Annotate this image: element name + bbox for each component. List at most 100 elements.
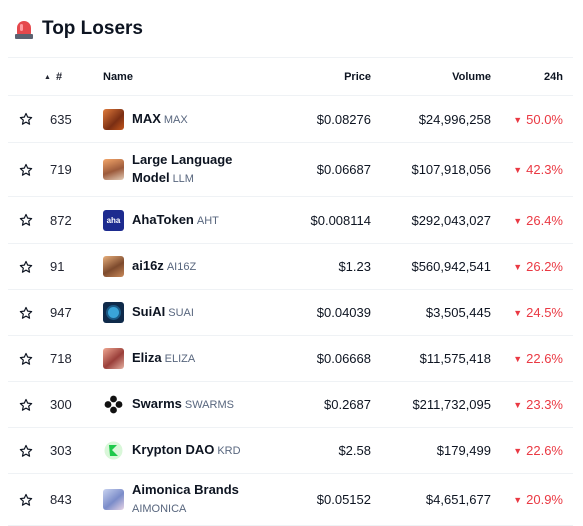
- coin-name-cell[interactable]: ai16z AI16Z: [94, 244, 267, 290]
- change-cell: ▼ 24.5%: [513, 305, 563, 320]
- max-logo: [103, 108, 124, 130]
- caret-down-icon: ▼: [513, 446, 523, 456]
- rank-cell: 843: [50, 492, 72, 507]
- table-header-row: ▲ # Name Price Volume 24h: [8, 57, 573, 96]
- coin-name-cell[interactable]: MAX MAX: [94, 96, 267, 143]
- coin-symbol: SWARMS: [184, 399, 234, 411]
- coin-name: Aimonica Brands AIMONICA: [132, 482, 239, 515]
- ai16z-logo: [103, 256, 124, 277]
- volume-cell: $11,575,418: [419, 351, 491, 366]
- price-cell: $2.58: [338, 443, 371, 458]
- rank-cell: 91: [50, 259, 65, 274]
- coin-symbol: MAX: [163, 113, 188, 126]
- table-row[interactable]: 635 MAX MAX $0.08276 $24,996,258 ▼ 50.0%: [8, 96, 573, 143]
- swarms-logo: [103, 394, 124, 415]
- watchlist-star-icon[interactable]: [8, 197, 44, 244]
- rank-cell: 872: [50, 212, 72, 228]
- caret-down-icon: ▼: [513, 262, 523, 272]
- volume-cell: $560,942,541: [411, 259, 491, 274]
- change-cell: ▼ 22.6%: [513, 443, 563, 458]
- coin-name: Eliza ELIZA: [132, 350, 196, 365]
- suiai-logo: [103, 302, 124, 323]
- llm-logo: [103, 159, 124, 180]
- coin-name: SuiAI SUAI: [132, 304, 194, 319]
- change-24h-column-header[interactable]: 24h: [544, 70, 563, 83]
- volume-cell: $107,918,056: [411, 162, 491, 177]
- coin-name: Swarms SWARMS: [132, 396, 234, 411]
- volume-cell: $211,732,095: [412, 397, 491, 412]
- caret-down-icon: ▼: [513, 165, 523, 175]
- coin-name-cell[interactable]: SuiAI SUAI: [94, 290, 267, 336]
- coin-name: ai16z AI16Z: [132, 258, 197, 273]
- coin-symbol: KRD: [217, 445, 241, 457]
- coin-name: Krypton DAO KRD: [132, 442, 241, 457]
- change-cell: ▼ 26.4%: [513, 212, 563, 228]
- table-row[interactable]: 718 Eliza ELIZA $0.06668 $11,575,418 ▼ 22.…: [8, 336, 573, 382]
- watchlist-star-icon[interactable]: [8, 244, 44, 290]
- table-row[interactable]: 947 SuiAI SUAI $0.04039 $3,505,445 ▼ 24.5%: [8, 290, 573, 336]
- change-cell: ▼ 50.0%: [513, 111, 563, 127]
- rank-cell: 635: [50, 111, 72, 127]
- watchlist-star-icon[interactable]: [8, 474, 44, 526]
- coin-name-cell[interactable]: Large Language Model LLM: [94, 143, 267, 197]
- volume-cell: $24,996,258: [418, 111, 491, 127]
- rank-cell: 303: [50, 443, 72, 458]
- watchlist-star-icon[interactable]: [8, 336, 44, 382]
- watchlist-star-icon[interactable]: [8, 143, 44, 197]
- table-row[interactable]: 91 ai16z AI16Z $1.23 $560,942,541 ▼ 26.2%: [8, 244, 573, 290]
- price-cell: $0.2687: [324, 397, 371, 412]
- coin-symbol: AI16Z: [166, 261, 197, 273]
- price-cell: $1.23: [338, 259, 371, 274]
- caret-down-icon: ▼: [513, 495, 523, 505]
- ahatoken-logo: aha: [103, 209, 124, 231]
- top-losers-table: ▲ # Name Price Volume 24h 635 MAX MAX $0.0…: [8, 57, 573, 526]
- coin-name-cell[interactable]: Eliza ELIZA: [94, 336, 267, 382]
- watchlist-star-icon[interactable]: [8, 96, 44, 143]
- caret-down-icon: ▼: [513, 400, 523, 410]
- watchlist-star-icon[interactable]: [8, 428, 44, 474]
- change-cell: ▼ 23.3%: [513, 397, 563, 412]
- rank-column-header[interactable]: ▲ #: [44, 70, 63, 83]
- price-column-header[interactable]: Price: [344, 70, 371, 83]
- price-cell: $0.06687: [316, 162, 371, 177]
- table-row[interactable]: 843 Aimonica Brands AIMONICA $0.05152 $4,…: [8, 474, 573, 526]
- coin-name: MAX MAX: [132, 110, 188, 126]
- price-cell: $0.04039: [316, 305, 371, 320]
- section-header: Top Losers: [14, 14, 143, 44]
- volume-cell: $3,505,445: [425, 305, 491, 320]
- coin-name-cell[interactable]: aha AhaToken AHT: [94, 197, 267, 244]
- coin-name: AhaToken AHT: [132, 211, 219, 227]
- volume-column-header[interactable]: Volume: [452, 70, 491, 83]
- price-cell: $0.008114: [310, 212, 372, 228]
- change-cell: ▼ 22.6%: [513, 351, 563, 366]
- price-cell: $0.08276: [316, 111, 371, 127]
- coin-symbol: AHT: [196, 214, 219, 227]
- rank-cell: 947: [50, 305, 72, 320]
- rank-cell: 718: [50, 351, 72, 366]
- watchlist-star-icon[interactable]: [8, 290, 44, 336]
- watchlist-column-header: [8, 58, 44, 96]
- sort-ascending-icon: ▲: [44, 73, 51, 81]
- coin-name: Large Language Model LLM: [132, 152, 233, 185]
- price-cell: $0.05152: [316, 492, 371, 507]
- table-row[interactable]: 300 Swarms SWARMS $0.2687 $211,732,095 ▼ 2…: [8, 382, 573, 428]
- table-row[interactable]: 872 aha AhaToken AHT $0.008114 $292,043,02…: [8, 197, 573, 244]
- coin-name-cell[interactable]: Aimonica Brands AIMONICA: [94, 474, 267, 526]
- name-column-header[interactable]: Name: [103, 70, 133, 83]
- watchlist-star-icon[interactable]: [8, 382, 44, 428]
- caret-down-icon: ▼: [513, 308, 523, 318]
- coin-name-cell[interactable]: Swarms SWARMS: [94, 382, 267, 428]
- coin-name-cell[interactable]: Krypton DAO KRD: [94, 428, 267, 474]
- table-row[interactable]: 303 Krypton DAO KRD $2.58 $179,499 ▼ 22.6%: [8, 428, 573, 474]
- volume-cell: $179,499: [436, 443, 491, 458]
- change-cell: ▼ 42.3%: [513, 162, 563, 177]
- caret-down-icon: ▼: [513, 114, 523, 125]
- siren-icon: [14, 18, 34, 40]
- change-cell: ▼ 20.9%: [513, 492, 563, 507]
- volume-cell: $4,651,677: [425, 492, 491, 507]
- change-cell: ▼ 26.2%: [513, 259, 563, 274]
- coin-symbol: SUAI: [168, 307, 194, 319]
- rank-cell: 719: [50, 162, 72, 177]
- caret-down-icon: ▼: [513, 354, 523, 364]
- table-row[interactable]: 719 Large Language Model LLM $0.06687 $107…: [8, 143, 573, 197]
